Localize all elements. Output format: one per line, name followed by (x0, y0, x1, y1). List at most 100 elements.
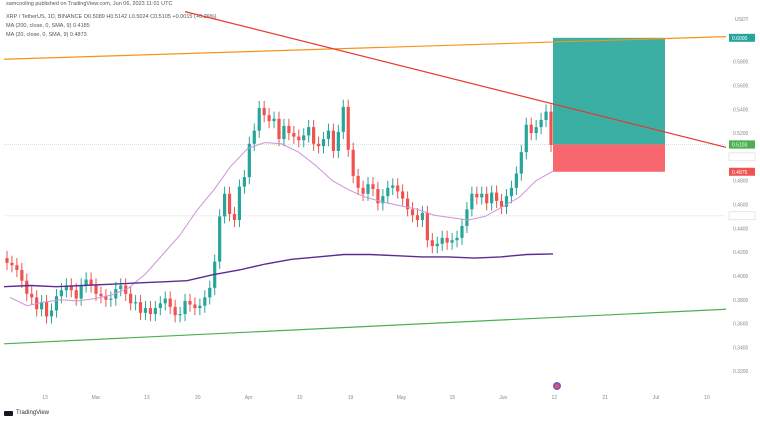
x-tick-label: 19 (348, 395, 354, 401)
candle-body (539, 119, 543, 128)
x-tick-label: 10 (297, 395, 303, 401)
candle-body (351, 149, 355, 176)
candle-body (321, 139, 326, 147)
candle-body (529, 124, 533, 134)
y-tick-label: 0.5600 (733, 83, 749, 89)
candle-body (133, 302, 138, 304)
candle-body (242, 177, 246, 187)
candle-body (25, 280, 29, 294)
candle-body (163, 298, 167, 304)
candle-body (396, 185, 400, 192)
candle-body (69, 285, 73, 291)
candle-body (208, 287, 212, 298)
candle-body (59, 290, 63, 297)
candle-body (109, 298, 113, 300)
ma20-legend[interactable]: MA (20, close, 0, SMA, 9) 0.4873 (6, 32, 87, 38)
x-tick-label: Jun (499, 395, 507, 401)
candle-body (5, 258, 9, 263)
candle-body (465, 209, 469, 226)
candle-body (316, 143, 321, 147)
candle-body (94, 285, 98, 294)
candle-body (153, 308, 157, 315)
candle-body (252, 130, 256, 144)
price-tag-bg (729, 33, 755, 42)
ma200-legend[interactable]: MA (200, close, 0, SMA, 9) 0.4185 (6, 23, 90, 29)
candle-body (49, 310, 54, 317)
candle-body (524, 124, 528, 153)
candle-body (237, 186, 242, 220)
x-tick-label: 13 (42, 395, 48, 401)
candle-body (460, 225, 464, 238)
candle-body (410, 209, 415, 216)
x-tick-label: May (397, 395, 407, 401)
candle-body (40, 302, 44, 310)
price-tag-bg (729, 140, 755, 149)
y-tick-label: 0.4000 (733, 274, 749, 280)
candle-body (247, 143, 251, 178)
y-tick-label: 0.5800 (733, 60, 749, 66)
support-trendline (3, 308, 727, 345)
candle-body (188, 300, 192, 305)
event-marker-dot (555, 384, 559, 388)
price-tag-label: 0.4875 (732, 170, 748, 176)
resistance-trendline (3, 36, 727, 60)
candle-body (485, 193, 489, 204)
x-tick-label: Jul (653, 395, 659, 401)
candle-body (198, 305, 202, 309)
candle-body (435, 243, 439, 247)
candle-body (158, 303, 162, 309)
candle-body (272, 118, 276, 122)
candle-body (84, 279, 88, 286)
candle-body (307, 127, 311, 136)
x-tick-label: 13 (144, 395, 150, 401)
candle-body (371, 184, 375, 190)
candle-body (297, 136, 301, 141)
candle-body (223, 193, 227, 217)
candle-body (499, 200, 504, 207)
candle-body (519, 152, 523, 174)
candle-body (509, 187, 514, 197)
candle-body (183, 300, 187, 315)
y-tick-label: 0.5400 (733, 107, 749, 113)
y-tick-label: 0.3800 (733, 298, 749, 304)
candle-body (193, 304, 197, 309)
symbol-ohlc-line: XRP / TetherUS, 1D, BINANCE O0.5089 H0.5… (6, 14, 217, 20)
candle-body (267, 115, 271, 122)
candle-body (514, 173, 518, 188)
candle-body (44, 302, 49, 317)
candle-body (475, 193, 479, 198)
candle-body (173, 306, 177, 316)
candle-body (544, 111, 548, 120)
candle-body (10, 262, 14, 266)
candle-body (312, 127, 316, 144)
candle-body (143, 308, 148, 313)
candle-body (257, 108, 261, 131)
candle-body (470, 193, 474, 210)
y-tick-label: 0.4800 (733, 179, 749, 185)
candle-body (549, 111, 553, 145)
x-tick-label: 10 (704, 395, 710, 401)
candle-body (79, 285, 83, 299)
candle-body (138, 302, 143, 313)
candle-body (455, 237, 459, 241)
downtrend-line (184, 11, 727, 148)
candle-body (381, 196, 385, 204)
y-tick-label: 0.3200 (733, 369, 749, 375)
candle-body (54, 296, 59, 311)
candle-body (292, 133, 296, 137)
candle-body (227, 193, 232, 215)
candle-body (203, 297, 207, 306)
candle-body (356, 175, 360, 188)
y-unit-label: USDT (735, 17, 749, 23)
x-tick-label: 12 (551, 395, 557, 401)
candle-body (366, 184, 370, 194)
candle-body (262, 108, 266, 116)
candle-body (331, 130, 335, 151)
x-tick-label: 21 (602, 395, 608, 401)
tradingview-label: TradingView (16, 410, 50, 416)
candle-body (30, 293, 34, 298)
candle-body (277, 118, 281, 140)
y-tick-label: 0.4600 (733, 203, 749, 209)
candle-body (336, 131, 340, 151)
